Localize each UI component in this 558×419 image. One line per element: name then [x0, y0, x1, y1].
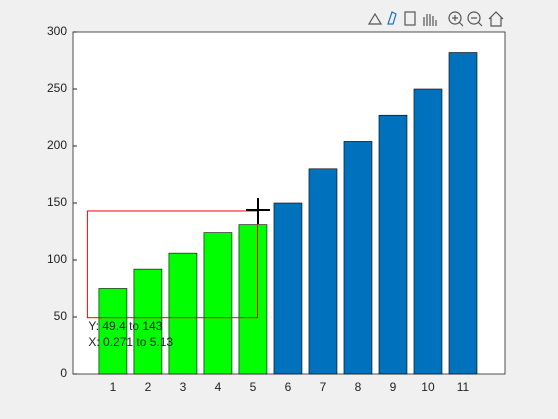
bar [168, 252, 198, 375]
bar [448, 52, 478, 375]
tool-pan[interactable] [423, 14, 437, 26]
y-tick-label: 100 [47, 252, 67, 266]
x-tick-label: 7 [320, 380, 327, 394]
y-tick-label: 250 [47, 81, 67, 95]
bar [273, 202, 303, 375]
y-tick-label: 150 [47, 195, 67, 209]
tool-zoom-out-glyph [471, 17, 483, 27]
bar [343, 141, 373, 375]
y-tick-label: 300 [47, 24, 67, 38]
x-tick-label: 5 [250, 380, 257, 394]
y-tick-label: 50 [54, 309, 68, 323]
bar [378, 114, 408, 375]
bar [308, 168, 338, 375]
tool-zoom-in[interactable] [448, 11, 462, 25]
bar [133, 268, 163, 375]
bar [98, 288, 128, 375]
x-tick-label: 6 [285, 380, 292, 394]
bar [413, 88, 443, 375]
tool-brush[interactable] [387, 11, 397, 25]
selection-label-y: Y: 49.4 to 143 [88, 319, 162, 333]
x-tick-label: 4 [215, 380, 222, 394]
selection-label-x: X: 0.271 to 5.13 [88, 335, 173, 349]
x-tick-label: 10 [421, 380, 435, 394]
bar [238, 224, 268, 375]
bar [203, 232, 233, 375]
y-tick-label: 200 [47, 138, 67, 152]
plot-area: 0 50 100 150 200 250 300 1 2 3 4 5 6 7 8 9 10 11 Y: 49.4 t… [47, 24, 478, 394]
brush-rectangle [86, 210, 258, 319]
x-tick-label: 8 [355, 380, 362, 394]
y-tick-label: 0 [60, 366, 67, 380]
x-tick-label: 1 [110, 380, 117, 394]
tool-datatip[interactable] [404, 11, 416, 26]
tool-home[interactable] [488, 11, 504, 27]
tool-zoom-out[interactable] [467, 11, 481, 25]
toolbar [367, 11, 504, 27]
tool-edit[interactable] [367, 12, 383, 25]
tool-zoom-in-glyph [452, 15, 464, 27]
x-tick-label: 2 [145, 380, 152, 394]
cursor [246, 198, 270, 224]
x-tick-label: 9 [390, 380, 397, 394]
x-tick-label: 3 [180, 380, 187, 394]
x-tick-label: 11 [457, 380, 470, 394]
